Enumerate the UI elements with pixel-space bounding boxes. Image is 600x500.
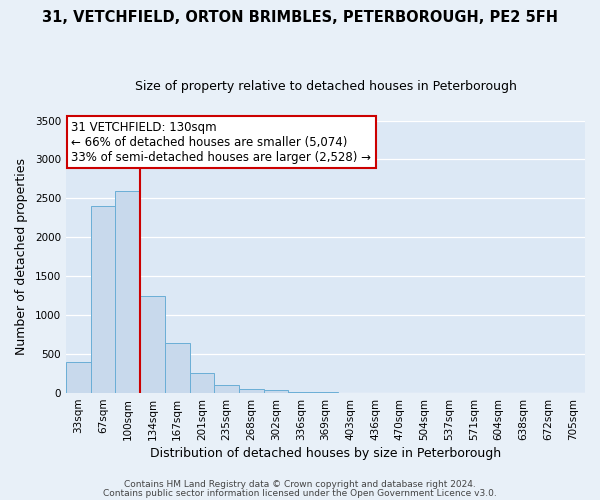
Bar	[190, 373, 214, 393]
Text: 31 VETCHFIELD: 130sqm
← 66% of detached houses are smaller (5,074)
33% of semi-d: 31 VETCHFIELD: 130sqm ← 66% of detached …	[71, 120, 371, 164]
Y-axis label: Number of detached properties: Number of detached properties	[15, 158, 28, 356]
Bar	[239, 389, 264, 393]
Bar	[289, 392, 313, 393]
Title: Size of property relative to detached houses in Peterborough: Size of property relative to detached ho…	[134, 80, 517, 93]
Bar	[264, 390, 289, 393]
Bar	[66, 362, 91, 393]
Bar	[313, 392, 338, 393]
X-axis label: Distribution of detached houses by size in Peterborough: Distribution of detached houses by size …	[150, 447, 501, 460]
Bar	[214, 384, 239, 393]
Bar	[115, 190, 140, 393]
Text: 31, VETCHFIELD, ORTON BRIMBLES, PETERBOROUGH, PE2 5FH: 31, VETCHFIELD, ORTON BRIMBLES, PETERBOR…	[42, 10, 558, 25]
Bar	[165, 343, 190, 393]
Bar	[140, 296, 165, 393]
Text: Contains HM Land Registry data © Crown copyright and database right 2024.: Contains HM Land Registry data © Crown c…	[124, 480, 476, 489]
Bar	[91, 206, 115, 393]
Text: Contains public sector information licensed under the Open Government Licence v3: Contains public sector information licen…	[103, 488, 497, 498]
